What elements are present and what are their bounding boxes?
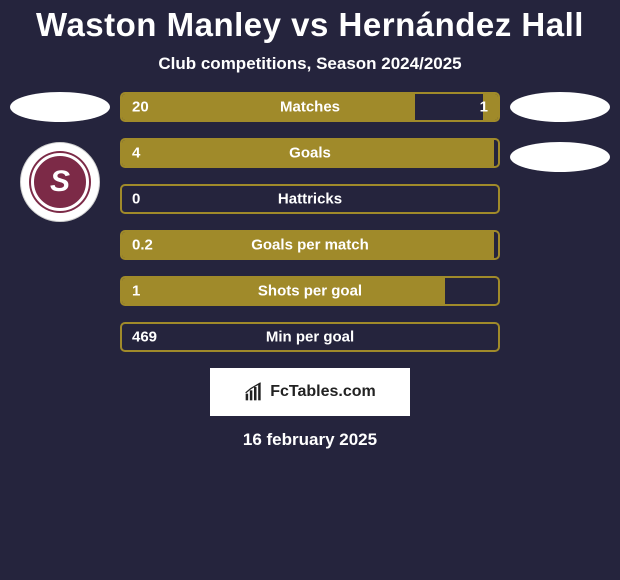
bar-label: Matches — [280, 99, 340, 116]
stat-bar-row: 0.2 Goals per match — [120, 230, 500, 260]
bar-label: Min per goal — [266, 329, 354, 346]
right-club-placeholder — [510, 142, 610, 172]
chart-icon — [244, 382, 264, 402]
stat-bar-row: 0 Hattricks — [120, 184, 500, 214]
badge-letter: S — [31, 153, 89, 211]
logo-text: FcTables.com — [270, 383, 376, 401]
right-photo-placeholder — [510, 92, 610, 122]
bar-spacer — [415, 94, 483, 120]
left-photo-placeholder — [10, 92, 110, 122]
date-text: 16 february 2025 — [0, 430, 620, 450]
bar-label: Goals per match — [251, 237, 369, 254]
stat-bar-row: 469 Min per goal — [120, 322, 500, 352]
page-title: Waston Manley vs Hernández Hall — [0, 6, 620, 44]
subtitle: Club competitions, Season 2024/2025 — [0, 54, 620, 74]
comparison-card: Waston Manley vs Hernández Hall Club com… — [0, 0, 620, 450]
content-area: S 20 Matches 1 4 Goals 0 Hattricks 0.2 Goals per… — [0, 92, 620, 450]
stat-bar-row: 4 Goals — [120, 138, 500, 168]
bar-left-value: 469 — [132, 329, 157, 346]
stat-bars: 20 Matches 1 4 Goals 0 Hattricks 0.2 Goals per m… — [120, 92, 500, 352]
bar-left-value: 4 — [132, 145, 140, 162]
bar-label: Hattricks — [278, 191, 342, 208]
bar-left-value: 0 — [132, 191, 140, 208]
bar-left-value: 20 — [132, 99, 149, 116]
right-column — [500, 92, 620, 192]
bar-spacer — [494, 140, 498, 166]
bar-spacer — [494, 232, 498, 258]
bar-label: Shots per goal — [258, 283, 362, 300]
stat-bar-row: 1 Shots per goal — [120, 276, 500, 306]
left-column: S — [0, 92, 120, 222]
stat-bar-row: 20 Matches 1 — [120, 92, 500, 122]
bar-right-value: 1 — [480, 99, 488, 116]
left-club-badge: S — [20, 142, 100, 222]
fctables-logo-box[interactable]: FcTables.com — [210, 368, 410, 416]
bar-spacer — [445, 278, 498, 304]
bar-label: Goals — [289, 145, 331, 162]
bar-left-value: 0.2 — [132, 237, 153, 254]
bar-left-fill — [122, 94, 415, 120]
bar-left-value: 1 — [132, 283, 140, 300]
